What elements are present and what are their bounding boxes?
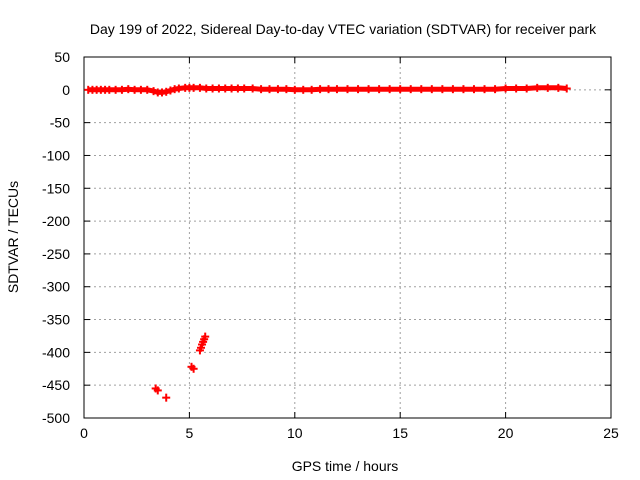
data-point [562,84,571,93]
data-point [290,85,299,94]
data-point [248,84,257,93]
data-point [385,85,394,94]
x-axis: 0 5 10 15 20 25 [80,57,619,441]
x-tick-label: 10 [287,425,303,441]
data-point [469,85,478,94]
y-tick-label: 50 [54,49,70,65]
y-tick-label: -250 [42,246,70,262]
data-point [282,85,291,94]
series-sdtvar [84,83,571,402]
data-point [533,83,542,92]
data-point [162,87,171,96]
data-point [149,87,158,96]
data-point [332,85,341,94]
data-point [265,85,274,94]
y-tick-label: -500 [42,410,70,426]
data-point [166,86,175,95]
data-point [307,85,316,94]
data-point [324,85,333,94]
data-point [396,85,405,94]
data-point [299,85,308,94]
data-point [343,85,352,94]
data-point [406,85,415,94]
data-point [459,85,468,94]
data-point [522,84,531,93]
y-tick-label: -450 [42,377,70,393]
y-tick-label: -50 [50,115,70,131]
data-point [364,85,373,94]
data-point [201,332,210,341]
x-tick-label: 20 [498,425,514,441]
x-tick-label: 25 [603,425,619,441]
data-series [84,83,571,402]
data-point [354,85,363,94]
data-point [417,85,426,94]
y-tick-label: 0 [62,82,70,98]
data-point [316,85,325,94]
y-tick-label: -350 [42,312,70,328]
data-point [480,85,489,94]
y-tick-label: -400 [42,344,70,360]
x-tick-label: 0 [80,425,88,441]
x-axis-label: GPS time / hours [292,458,399,474]
data-point [153,386,162,395]
y-tick-label: -200 [42,213,70,229]
grid-lines [84,57,611,418]
data-point [143,85,152,94]
y-tick-label: -100 [42,147,70,163]
y-tick-label: -300 [42,279,70,295]
data-point [427,85,436,94]
data-point [273,85,282,94]
data-point [189,364,198,373]
data-point [375,85,384,94]
data-point [257,85,266,94]
x-tick-label: 5 [186,425,194,441]
y-tick-label: -150 [42,180,70,196]
y-axis-label: SDTVAR / TECUs [5,181,21,293]
data-point [491,85,500,94]
data-point [554,83,563,92]
y-axis: 50 0 -50 -100 -150 -200 -250 -300 -350 -400 -450 -5… [42,49,611,426]
data-point [448,85,457,94]
data-point [240,84,249,93]
plot-frame [83,56,612,419]
data-point [162,393,171,402]
chart-title: Day 199 of 2022, Sidereal Day-to-day VTE… [90,21,597,37]
data-point [501,84,510,93]
data-point [543,83,552,92]
data-point [438,85,447,94]
x-tick-label: 15 [392,425,408,441]
data-point [512,84,521,93]
